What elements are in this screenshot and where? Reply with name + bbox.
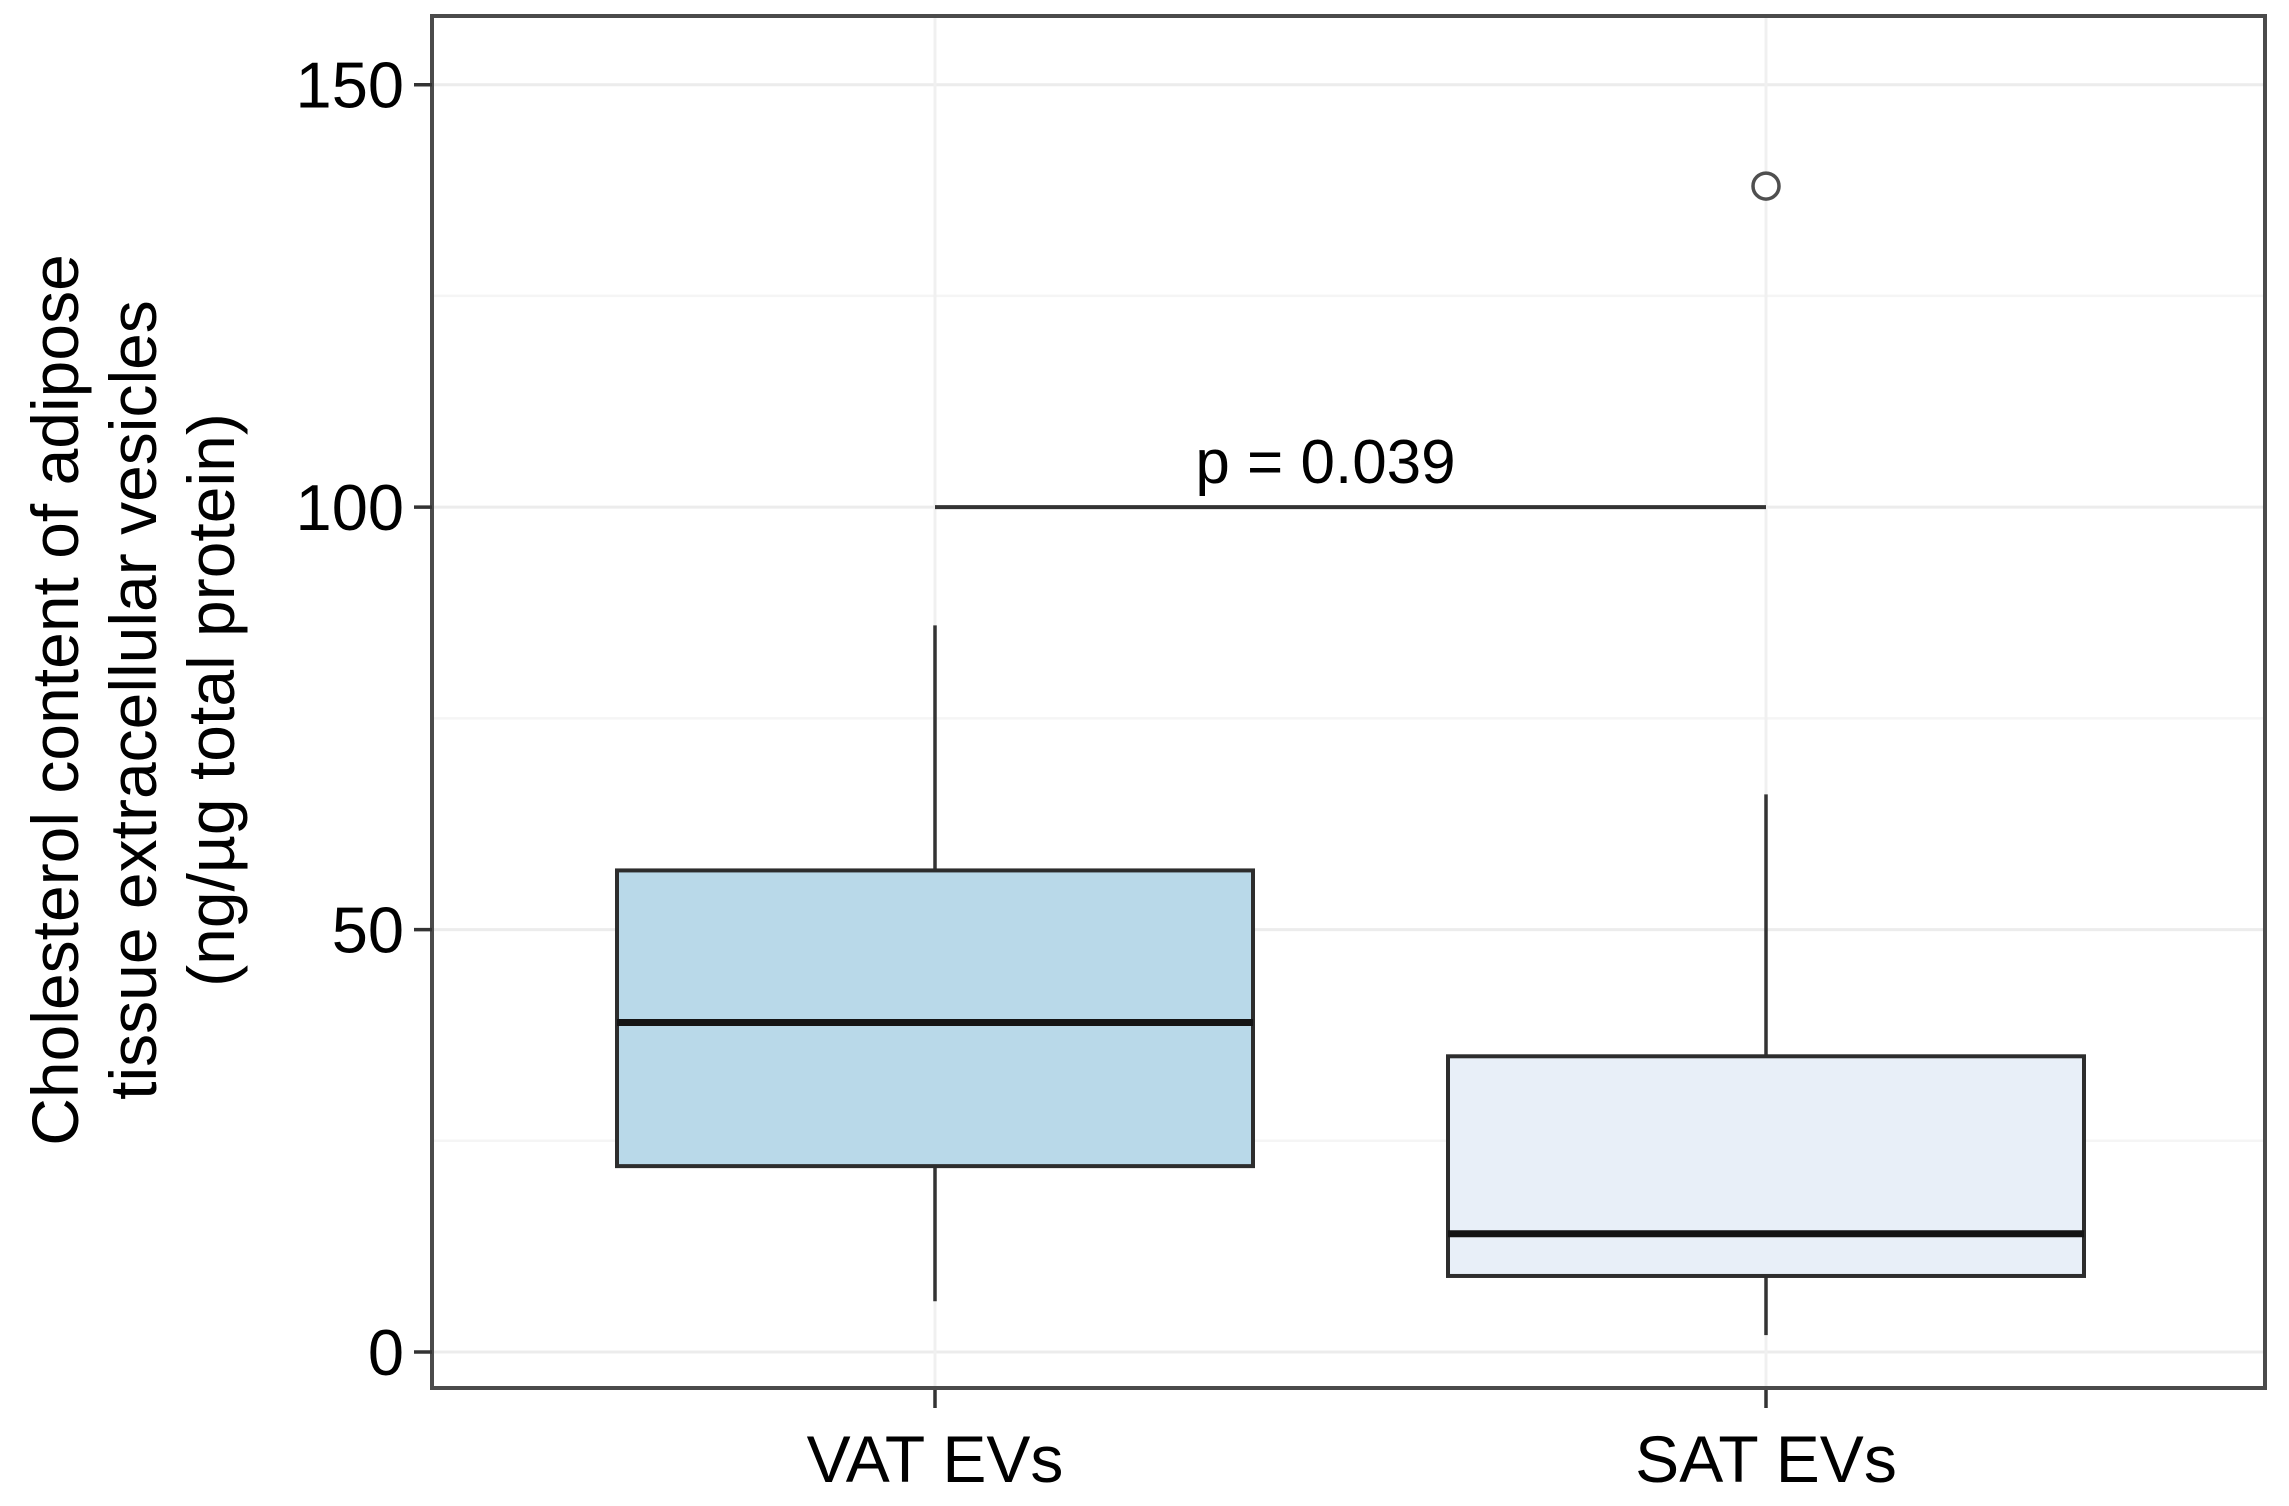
y-axis-title: Cholesterol content of adipose tissue ex…: [17, 254, 251, 1146]
box: [1446, 1054, 2086, 1278]
y-axis-tick-label: 50: [332, 894, 404, 967]
x-axis-category-label: SAT EVs: [1635, 1422, 1897, 1496]
outlier-point: [1751, 171, 1781, 201]
box: [615, 868, 1255, 1169]
y-axis-title-line: (ng/µg total protein): [173, 413, 248, 987]
y-axis-tick-label: 0: [368, 1316, 404, 1389]
p-value-label: p = 0.039: [1195, 428, 1455, 497]
y-axis-tick-label: 100: [296, 471, 404, 544]
x-axis-category-label: VAT EVs: [807, 1422, 1064, 1496]
y-axis-title-line: tissue extracellular vesicles: [96, 300, 171, 1100]
y-axis-title-line: Cholesterol content of adipose: [18, 254, 93, 1146]
y-axis-tick-label: 150: [296, 49, 404, 122]
panel-border: [430, 14, 2267, 1390]
